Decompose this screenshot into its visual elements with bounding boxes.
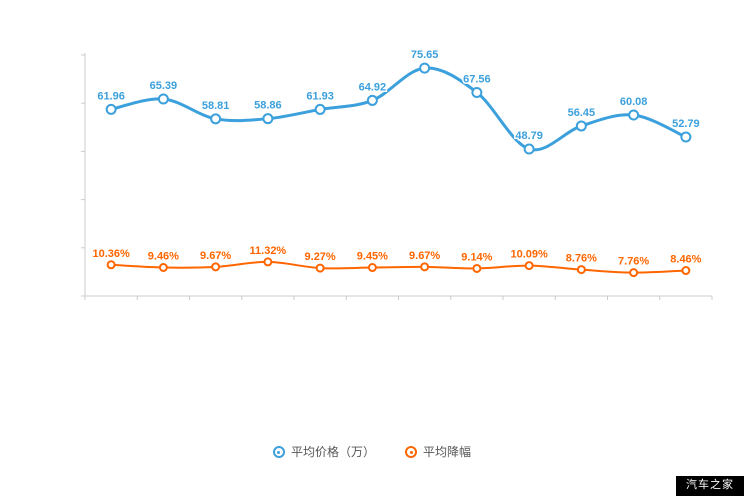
- price-marker: [314, 103, 326, 115]
- autohome-watermark: 汽车之家: [676, 476, 744, 496]
- price-value-label: 58.86: [254, 100, 282, 112]
- discount-value-label: 7.76%: [618, 256, 649, 268]
- discount-marker: [576, 265, 586, 275]
- price-series-legend-marker-icon: [272, 446, 285, 458]
- price-value-label: 60.08: [620, 96, 648, 108]
- discount-marker: [106, 260, 116, 270]
- price-value-label: 52.79: [672, 118, 700, 130]
- discount-marker: [472, 263, 482, 273]
- price-value-label: 67.56: [463, 73, 491, 85]
- discount-value-label: 9.67%: [200, 250, 231, 262]
- price-marker: [366, 94, 378, 106]
- price-value-label: 61.96: [97, 90, 125, 102]
- price-line: [109, 66, 688, 152]
- price-value-label: 58.81: [202, 100, 230, 112]
- price-value-label: 56.45: [568, 107, 596, 119]
- discount-marker: [629, 268, 639, 278]
- price-marker: [210, 113, 222, 125]
- discount-marker: [367, 263, 377, 273]
- discount-value-label: 10.09%: [510, 249, 548, 261]
- price-value-label: 48.79: [515, 130, 543, 142]
- discount-value-label: 10.36%: [92, 248, 130, 260]
- discount-value-label: 9.46%: [148, 251, 179, 263]
- price-marker: [105, 103, 117, 115]
- discount-marker: [681, 266, 691, 276]
- price-marker: [523, 143, 535, 155]
- discount-marker: [263, 257, 273, 267]
- legend-label-average-price: 平均价格（万）: [290, 445, 375, 459]
- discount-marker: [158, 263, 168, 273]
- price-marker: [575, 120, 587, 132]
- discount-series-legend-marker-icon: [405, 446, 417, 458]
- chart-legend: 平均价格（万） 平均降幅: [0, 446, 744, 458]
- discount-marker: [315, 263, 325, 273]
- legend-item-average-discount[interactable]: 平均降幅: [405, 446, 471, 458]
- price-value-label: 64.92: [359, 81, 387, 93]
- price-value-label: 65.39: [150, 80, 178, 92]
- price-marker: [262, 113, 274, 125]
- discount-value-label: 9.67%: [409, 250, 440, 262]
- price-value-label: 61.93: [306, 90, 334, 102]
- price-value-label: 75.65: [411, 49, 439, 61]
- discount-marker: [524, 261, 534, 271]
- legend-label-average-discount: 平均降幅: [423, 445, 472, 459]
- price-marker: [419, 62, 431, 74]
- price-marker: [471, 86, 483, 98]
- autohome-watermark-text: 汽车之家: [686, 479, 734, 491]
- price-marker: [157, 93, 169, 105]
- discount-value-label: 9.27%: [305, 251, 336, 263]
- discount-value-label: 9.14%: [461, 251, 492, 263]
- discount-value-label: 8.46%: [670, 254, 701, 266]
- legend-item-average-price[interactable]: 平均价格（万）: [272, 445, 375, 459]
- discount-value-label: 11.32%: [250, 245, 287, 257]
- price-marker: [680, 131, 692, 143]
- discount-value-label: 9.45%: [357, 251, 388, 263]
- discount-marker: [211, 262, 221, 272]
- discount-line: [110, 260, 687, 274]
- price-marker: [628, 109, 640, 121]
- discount-value-label: 8.76%: [566, 253, 597, 265]
- discount-marker: [420, 262, 430, 272]
